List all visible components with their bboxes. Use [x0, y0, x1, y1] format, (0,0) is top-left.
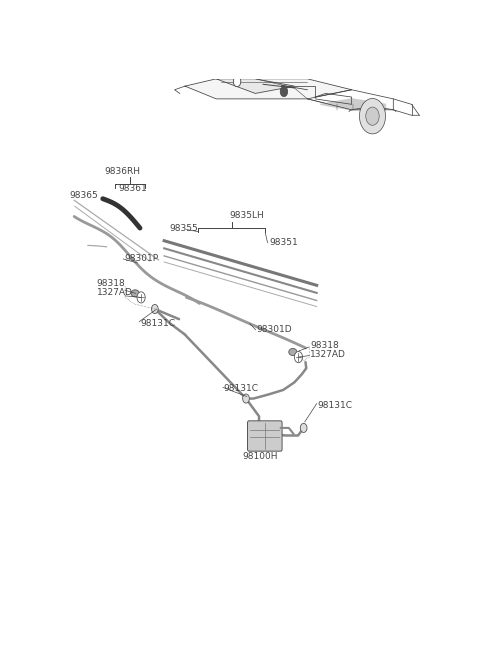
- Text: 98131C: 98131C: [317, 401, 352, 410]
- Text: 1327AD: 1327AD: [96, 288, 132, 298]
- Text: 98100H: 98100H: [242, 452, 278, 461]
- Circle shape: [366, 107, 379, 125]
- Text: 9835LH: 9835LH: [229, 212, 264, 221]
- Text: 98131C: 98131C: [140, 319, 175, 328]
- Text: 98361: 98361: [119, 184, 147, 193]
- Circle shape: [152, 304, 158, 313]
- Text: 98355: 98355: [170, 223, 199, 233]
- Text: 1327AD: 1327AD: [310, 350, 346, 359]
- Text: 98301D: 98301D: [256, 325, 292, 334]
- Ellipse shape: [289, 348, 297, 355]
- Circle shape: [300, 423, 307, 432]
- FancyBboxPatch shape: [248, 421, 282, 451]
- Text: 98351: 98351: [269, 238, 298, 247]
- Text: 9836RH: 9836RH: [105, 167, 141, 176]
- Text: 98131C: 98131C: [224, 384, 259, 394]
- Text: 98318: 98318: [310, 341, 339, 350]
- Polygon shape: [216, 79, 294, 93]
- Circle shape: [360, 99, 385, 134]
- Text: 98365: 98365: [69, 191, 98, 200]
- Circle shape: [294, 351, 302, 363]
- Circle shape: [137, 292, 145, 303]
- Circle shape: [243, 394, 249, 403]
- Ellipse shape: [131, 290, 139, 297]
- Polygon shape: [321, 99, 385, 110]
- Polygon shape: [185, 79, 352, 99]
- Circle shape: [233, 76, 241, 87]
- Text: 98301P: 98301P: [124, 254, 158, 263]
- Text: 98318: 98318: [96, 279, 125, 288]
- Circle shape: [280, 87, 288, 97]
